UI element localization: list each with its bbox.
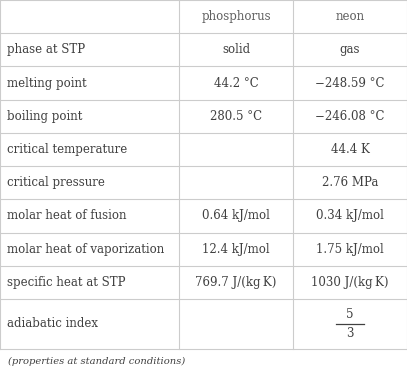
Text: 769.7 J/(kg K): 769.7 J/(kg K) (195, 276, 277, 289)
Text: phase at STP: phase at STP (7, 44, 85, 56)
Text: neon: neon (335, 10, 365, 23)
Text: −248.59 °C: −248.59 °C (315, 76, 385, 90)
Text: boiling point: boiling point (7, 110, 83, 123)
Text: 0.64 kJ/mol: 0.64 kJ/mol (202, 209, 270, 222)
Text: molar heat of fusion: molar heat of fusion (7, 209, 127, 222)
Text: 44.4 K: 44.4 K (330, 143, 370, 156)
Text: 280.5 °C: 280.5 °C (210, 110, 262, 123)
Text: 2.76 MPa: 2.76 MPa (322, 176, 378, 189)
Text: critical temperature: critical temperature (7, 143, 127, 156)
Text: 0.34 kJ/mol: 0.34 kJ/mol (316, 209, 384, 222)
Text: (properties at standard conditions): (properties at standard conditions) (8, 357, 185, 366)
Text: 3: 3 (346, 327, 354, 340)
Text: −246.08 °C: −246.08 °C (315, 110, 385, 123)
Text: 44.2 °C: 44.2 °C (214, 76, 258, 90)
Text: specific heat at STP: specific heat at STP (7, 276, 126, 289)
Text: 1.75 kJ/mol: 1.75 kJ/mol (316, 243, 384, 256)
Text: solid: solid (222, 44, 250, 56)
Text: critical pressure: critical pressure (7, 176, 105, 189)
Text: phosphorus: phosphorus (201, 10, 271, 23)
Text: 1030 J/(kg K): 1030 J/(kg K) (311, 276, 389, 289)
Text: gas: gas (340, 44, 360, 56)
Text: 5: 5 (346, 308, 354, 321)
Text: adiabatic index: adiabatic index (7, 317, 98, 330)
Text: molar heat of vaporization: molar heat of vaporization (7, 243, 164, 256)
Text: melting point: melting point (7, 76, 87, 90)
Text: 12.4 kJ/mol: 12.4 kJ/mol (202, 243, 270, 256)
